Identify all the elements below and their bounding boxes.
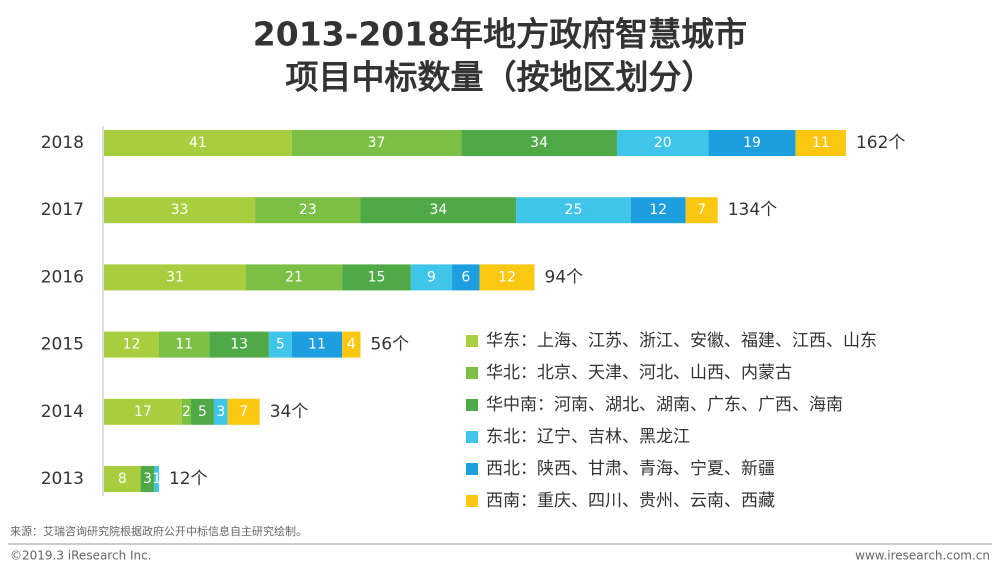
legend-swatch [466, 431, 478, 443]
y-tick-label: 2015 [41, 335, 84, 355]
bar-segment [140, 466, 155, 492]
legend-label: 东北：辽宁、吉林、黑龙江 [486, 427, 690, 447]
bar-segment [158, 331, 210, 358]
bar-segment [191, 398, 214, 425]
bar-segment [708, 130, 796, 156]
value-label: 7 [697, 202, 706, 218]
value-label: 1 [152, 471, 161, 487]
legend-swatch [466, 463, 478, 475]
value-label: 12 [123, 337, 141, 353]
y-tick-label: 2014 [41, 402, 84, 422]
total-label: 162个 [856, 133, 905, 153]
value-label: 23 [299, 202, 317, 218]
value-label: 34 [429, 202, 447, 218]
legend-label: 华东：上海、江苏、浙江、安徽、福建、江西、山东 [486, 331, 877, 351]
legend-label: 华中南：河南、湖北、湖南、广东、广西、海南 [486, 395, 843, 415]
bar-segment [104, 331, 159, 358]
value-label: 31 [166, 269, 184, 285]
value-label: 11 [812, 135, 830, 151]
bar-segment [410, 264, 453, 291]
bar-segment [227, 398, 260, 425]
value-label: 7 [239, 404, 248, 420]
bar-segment [291, 331, 343, 358]
value-label: 13 [230, 337, 248, 353]
legend-swatch [466, 399, 478, 411]
value-label: 41 [189, 135, 207, 151]
value-label: 34 [530, 135, 548, 151]
value-label: 4 [347, 337, 356, 353]
value-label: 20 [654, 135, 672, 151]
value-label: 5 [276, 337, 285, 353]
total-label: 12个 [169, 469, 208, 489]
y-tick-label: 2017 [41, 200, 84, 220]
bar-segment [342, 264, 411, 291]
bar-segment [104, 264, 246, 291]
y-tick-label: 2013 [41, 469, 84, 489]
legend-swatch [466, 335, 478, 347]
value-label: 9 [427, 269, 436, 285]
value-label: 2 [182, 404, 191, 420]
legend-swatch [466, 495, 478, 507]
y-tick-label: 2016 [41, 267, 84, 287]
legend-swatch [466, 367, 478, 379]
legend-label: 华北：北京、天津、河北、山西、内蒙古 [486, 363, 792, 383]
website: www.iresearch.com.cn [855, 549, 990, 563]
bar-segment [104, 130, 292, 156]
bar-segment [104, 466, 141, 492]
chart-title: 2013-2018年地方政府智慧城市 [253, 15, 747, 54]
value-label: 19 [743, 135, 761, 151]
bar-segment [685, 197, 718, 224]
bar-segment [268, 331, 292, 358]
bar-segment [461, 130, 617, 156]
bar-segment [245, 264, 343, 291]
value-label: 33 [171, 202, 189, 218]
source-note: 来源：艾瑞咨询研究院根据政府公开中标信息自主研究绘制。 [10, 524, 307, 538]
value-label: 21 [285, 269, 303, 285]
bar-segment [255, 197, 361, 224]
bar-segment [181, 398, 192, 425]
bar-segment [104, 398, 182, 425]
value-label: 11 [308, 337, 326, 353]
total-label: 134个 [728, 200, 777, 220]
bar-segment [616, 130, 709, 156]
value-label: 5 [198, 404, 207, 420]
total-label: 34个 [270, 402, 309, 422]
bar-segment [342, 331, 361, 358]
legend-label: 西北：陕西、甘肃、青海、宁夏、新疆 [486, 459, 775, 479]
bar-segment [154, 466, 159, 492]
bar-segment [209, 331, 269, 358]
value-label: 3 [143, 471, 152, 487]
bar-segment [104, 197, 256, 224]
chart-title: 项目中标数量（按地区划分） [286, 58, 715, 97]
value-label: 12 [649, 202, 667, 218]
value-label: 17 [134, 404, 152, 420]
copyright: ©2019.3 iResearch Inc. [10, 549, 152, 563]
value-label: 15 [368, 269, 386, 285]
bar-segment [516, 197, 631, 224]
value-label: 37 [368, 135, 386, 151]
bar-segment [213, 398, 228, 425]
bar-segment [479, 264, 535, 291]
value-label: 12 [498, 269, 516, 285]
bar-segment [291, 130, 462, 156]
bar-segment [795, 130, 846, 156]
total-label: 56个 [370, 335, 409, 355]
bar-segment [452, 264, 480, 291]
total-label: 94个 [545, 267, 584, 287]
value-label: 11 [175, 337, 193, 353]
y-tick-label: 2018 [41, 133, 84, 153]
value-label: 3 [216, 404, 225, 420]
bar-segment [630, 197, 686, 224]
bar-segment [360, 197, 517, 224]
value-label: 6 [461, 269, 470, 285]
value-label: 8 [118, 471, 127, 487]
legend-label: 西南：重庆、四川、贵州、云南、西藏 [486, 491, 775, 511]
value-label: 25 [565, 202, 583, 218]
